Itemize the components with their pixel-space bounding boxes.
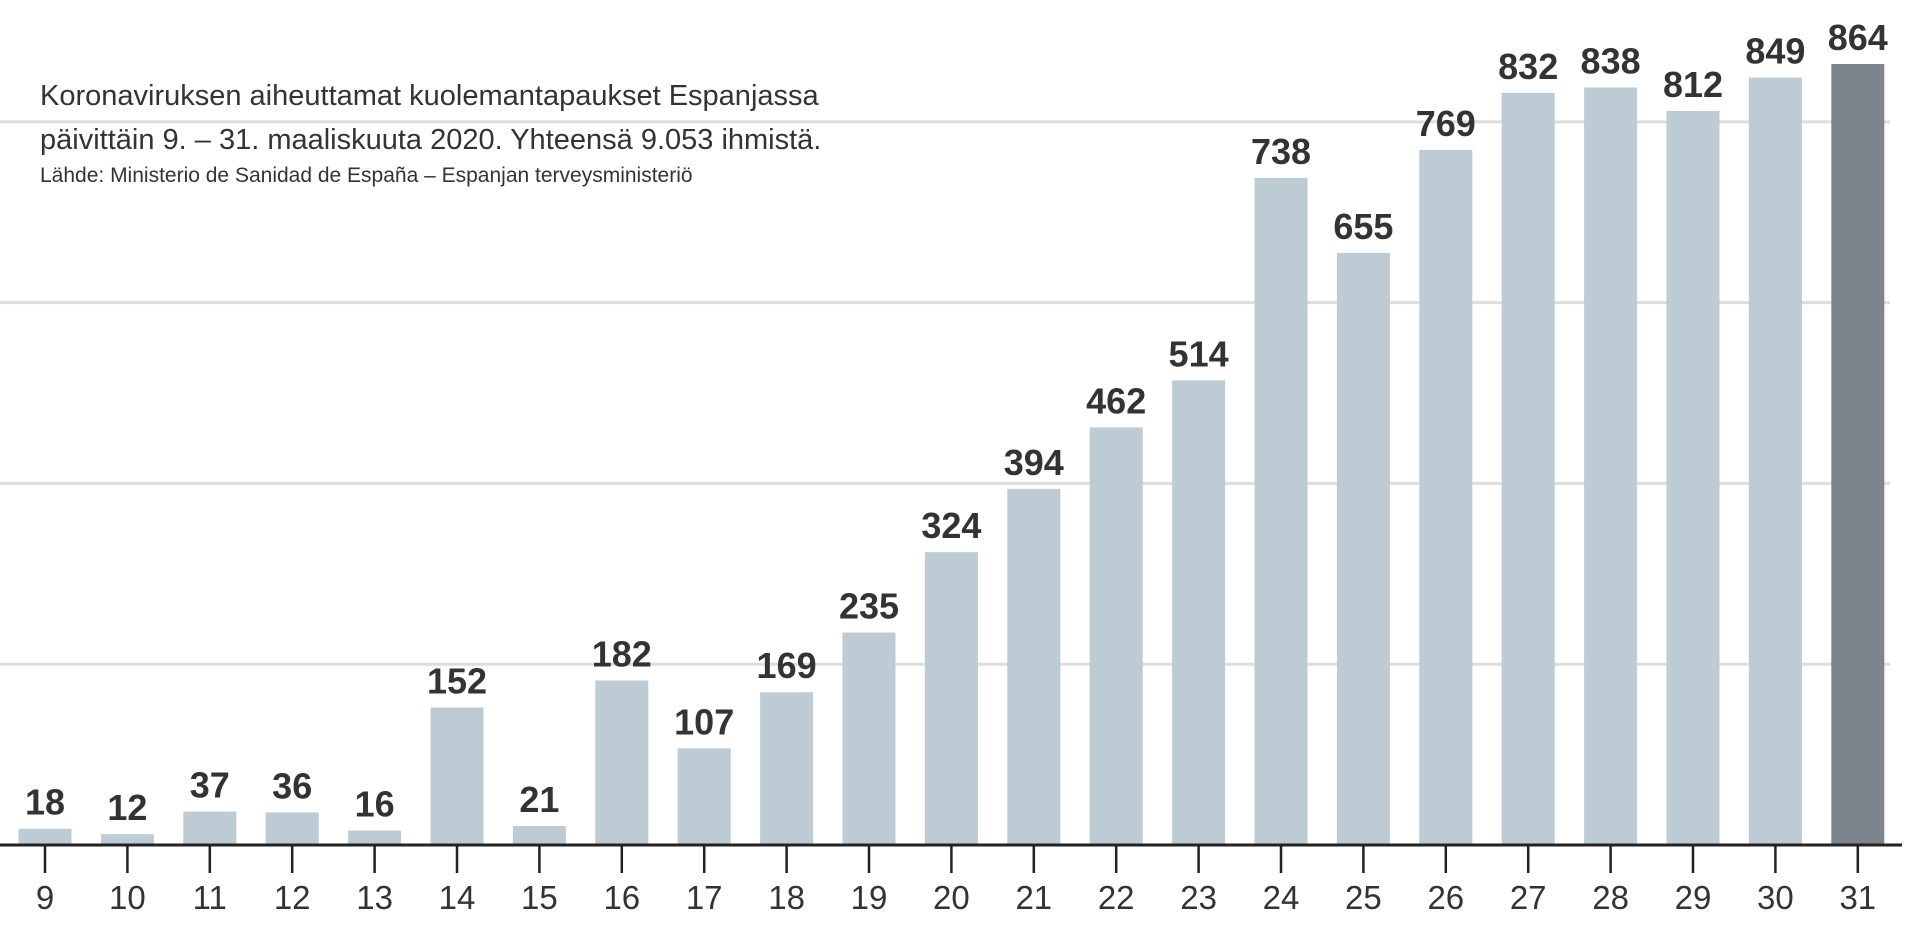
- bar: [1831, 64, 1885, 845]
- value-label: 462: [1086, 380, 1146, 421]
- value-label: 864: [1828, 17, 1888, 58]
- bar: [760, 692, 814, 845]
- tick-label: 29: [1675, 879, 1712, 916]
- value-label: 182: [592, 633, 652, 674]
- value-label: 37: [190, 765, 230, 806]
- tick-label: 20: [933, 879, 970, 916]
- value-label: 12: [107, 787, 147, 828]
- tick-label: 23: [1180, 879, 1217, 916]
- value-label: 394: [1004, 442, 1064, 483]
- value-label: 324: [921, 505, 981, 546]
- tick-label: 13: [356, 879, 393, 916]
- tick-label: 11: [193, 879, 227, 916]
- value-label: 36: [272, 765, 312, 806]
- tick-label: 31: [1839, 879, 1876, 916]
- bar: [1172, 380, 1226, 845]
- bar: [512, 826, 566, 845]
- value-label: 738: [1251, 131, 1311, 172]
- tick-label: 30: [1757, 879, 1794, 916]
- value-label: 812: [1663, 64, 1723, 105]
- tick-label: 18: [768, 879, 805, 916]
- chart-title: Koronaviruksen aiheuttamat kuolemantapau…: [40, 74, 821, 162]
- bar: [924, 552, 978, 845]
- tick-label: 10: [109, 879, 146, 916]
- tick-label: 25: [1345, 879, 1382, 916]
- tick-label: 24: [1263, 879, 1300, 916]
- title-line-1: Koronaviruksen aiheuttamat kuolemantapau…: [40, 80, 819, 112]
- bar: [1666, 111, 1720, 845]
- value-label: 655: [1333, 206, 1393, 247]
- value-label: 16: [355, 784, 395, 825]
- value-label: 18: [25, 782, 65, 823]
- bar: [595, 680, 649, 845]
- bar: [100, 834, 154, 845]
- bar: [1748, 77, 1802, 846]
- value-label: 152: [427, 661, 487, 702]
- tick-label: 14: [439, 879, 476, 916]
- bar: [1007, 488, 1061, 845]
- title-line-2: päivittäin 9. – 31. maaliskuuta 2020. Yh…: [40, 124, 822, 156]
- tick-label: 21: [1015, 879, 1052, 916]
- tick-label: 12: [274, 879, 311, 916]
- value-label: 849: [1745, 31, 1805, 72]
- bar: [430, 707, 484, 845]
- tick-label: 28: [1592, 879, 1629, 916]
- value-label: 107: [674, 701, 734, 742]
- tick-label: 26: [1427, 879, 1464, 916]
- bar: [1501, 92, 1555, 846]
- tick-label: 15: [521, 879, 558, 916]
- bar: [1089, 427, 1143, 845]
- bar: [677, 748, 731, 845]
- bar: [1336, 252, 1390, 845]
- value-label: 514: [1169, 333, 1229, 374]
- bar: [348, 830, 402, 845]
- tick-label: 22: [1098, 879, 1135, 916]
- tick-label: 27: [1510, 879, 1547, 916]
- value-label: 235: [839, 586, 899, 627]
- bar: [1584, 87, 1638, 845]
- bar: [183, 811, 237, 845]
- tick-label: 16: [603, 879, 640, 916]
- tick-label: 9: [36, 879, 54, 916]
- bar: [18, 828, 72, 845]
- value-label: 769: [1416, 103, 1476, 144]
- bar: [1419, 149, 1473, 845]
- bar: [265, 812, 319, 845]
- value-label: 832: [1498, 46, 1558, 87]
- bar: [1254, 177, 1308, 846]
- value-label: 169: [757, 645, 817, 686]
- value-label: 838: [1581, 41, 1641, 82]
- tick-label: 19: [851, 879, 888, 916]
- value-label: 21: [519, 779, 559, 820]
- tick-label: 17: [686, 879, 723, 916]
- source-note: Lähde: Ministerio de Sanidad de España –…: [40, 164, 693, 187]
- bar: [842, 632, 896, 845]
